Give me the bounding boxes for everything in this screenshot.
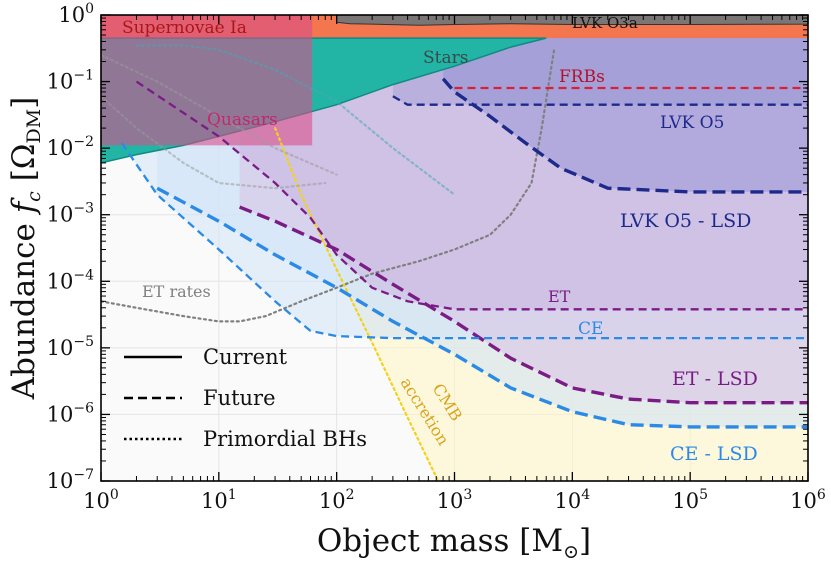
y-axis-label-omega-sub: DM — [23, 109, 45, 144]
x-tick-exp: 6 — [817, 487, 826, 503]
y-tick-base: 10 — [47, 336, 74, 360]
x-tick-base: 10 — [790, 489, 817, 513]
y-tick-base: 10 — [47, 469, 74, 493]
projection-lines — [101, 44, 808, 481]
legend-label-current: Current — [203, 345, 288, 369]
label-supernovae: Supernovae Ia — [122, 18, 247, 38]
y-tick-label: 10−5 — [47, 334, 94, 360]
x-tick-exp: 4 — [581, 487, 590, 503]
y-tick-label: 10−7 — [47, 467, 94, 493]
y-axis-label: Abundance fc [ΩDM] — [6, 97, 45, 401]
y-axis-label-end: ] — [6, 97, 42, 109]
x-axis-label-sub: ⊙ — [563, 541, 579, 563]
pbh-line-cmb-accretion — [274, 127, 440, 481]
pbh-line-et-rates — [101, 48, 556, 323]
y-tick-label: 10−1 — [47, 68, 94, 94]
legend-label-pbh: Primordial BHs — [203, 427, 367, 451]
region-quasars — [101, 15, 313, 146]
y-tick-label: 100 — [58, 1, 94, 27]
y-tick-base: 10 — [47, 402, 74, 426]
x-tick-base: 10 — [672, 489, 699, 513]
y-tick-label: 10−4 — [47, 267, 94, 293]
label-quasars: Quasars — [207, 110, 278, 130]
x-tick-base: 10 — [83, 489, 110, 513]
pbh-line-lvk-o3a-pbh — [101, 95, 327, 190]
y-tick-exp: 0 — [85, 1, 94, 17]
future-line-et — [135, 80, 808, 311]
y-tick-base: 10 — [58, 3, 85, 27]
pbh-line-quasars-pbh — [101, 53, 338, 176]
x-tick-label: 100 — [83, 487, 119, 513]
x-tick-exp: 2 — [346, 487, 355, 503]
x-tick-base: 10 — [437, 489, 464, 513]
y-axis-label-symbol-sub: c — [23, 191, 45, 202]
legend-label-future: Future — [203, 386, 276, 410]
y-tick-label: 10−3 — [47, 201, 94, 227]
x-tick-label: 104 — [555, 487, 591, 513]
label-lvk-o5-lsd: LVK O5 - LSD — [620, 210, 751, 232]
y-axis-label-text: Abundance — [6, 213, 42, 400]
y-tick-base: 10 — [47, 203, 74, 227]
x-tick-exp: 0 — [110, 487, 119, 503]
label-ce-lsd: CE - LSD — [670, 443, 758, 465]
x-tick-label: 102 — [319, 487, 355, 513]
y-tick-base: 10 — [47, 269, 74, 293]
y-tick-base: 10 — [47, 70, 74, 94]
x-tick-label: 105 — [672, 487, 708, 513]
x-tick-base: 10 — [319, 489, 346, 513]
axis-ticks: 100 101 102 103 104 105 10610−710−610−510−410−… — [47, 1, 826, 513]
x-axis-label-end: ] — [579, 523, 591, 559]
y-tick-exp: −7 — [73, 467, 94, 483]
filled-regions — [101, 15, 808, 481]
label-et-rates: ET rates — [142, 282, 211, 301]
future-line-ce — [120, 142, 808, 340]
y-tick-exp: −4 — [73, 267, 94, 283]
x-tick-base: 10 — [555, 489, 582, 513]
x-tick-base: 10 — [201, 489, 228, 513]
x-axis-label-text: Object mass [M — [317, 523, 563, 559]
x-tick-exp: 3 — [463, 487, 472, 503]
label-ce: CE — [578, 319, 603, 339]
label-stars: Stars — [423, 48, 468, 68]
future-line-et-lsd — [238, 205, 808, 405]
y-tick-base: 10 — [47, 136, 74, 160]
label-lvk-o3a: LVK O3a — [572, 14, 638, 32]
y-axis-label-omega: [Ω — [6, 144, 42, 192]
y-tick-label: 10−6 — [47, 400, 94, 426]
label-lvk-o5: LVK O5 — [660, 113, 724, 133]
y-tick-exp: −2 — [73, 134, 94, 150]
y-tick-exp: −3 — [73, 201, 94, 217]
x-tick-label: 103 — [437, 487, 473, 513]
pbh-line-stars-pbh — [135, 44, 456, 196]
legend: Current Future Primordial BHs — [124, 345, 367, 451]
y-tick-exp: −6 — [73, 400, 94, 416]
y-tick-exp: −1 — [73, 68, 94, 84]
label-et-lsd: ET - LSD — [672, 368, 758, 390]
future-line-lvk-o5-lsd — [441, 77, 808, 194]
x-tick-exp: 1 — [228, 487, 237, 503]
future-line-lvk-o5 — [392, 95, 808, 106]
x-tick-label: 101 — [201, 487, 237, 513]
label-frbs: FRBs — [559, 67, 605, 87]
x-tick-exp: 5 — [699, 487, 708, 503]
x-axis-label: Object mass [M⊙] — [317, 523, 591, 563]
y-tick-exp: −5 — [73, 334, 94, 350]
label-et: ET — [548, 287, 571, 306]
y-tick-label: 10−2 — [47, 134, 94, 160]
x-tick-label: 106 — [790, 487, 826, 513]
